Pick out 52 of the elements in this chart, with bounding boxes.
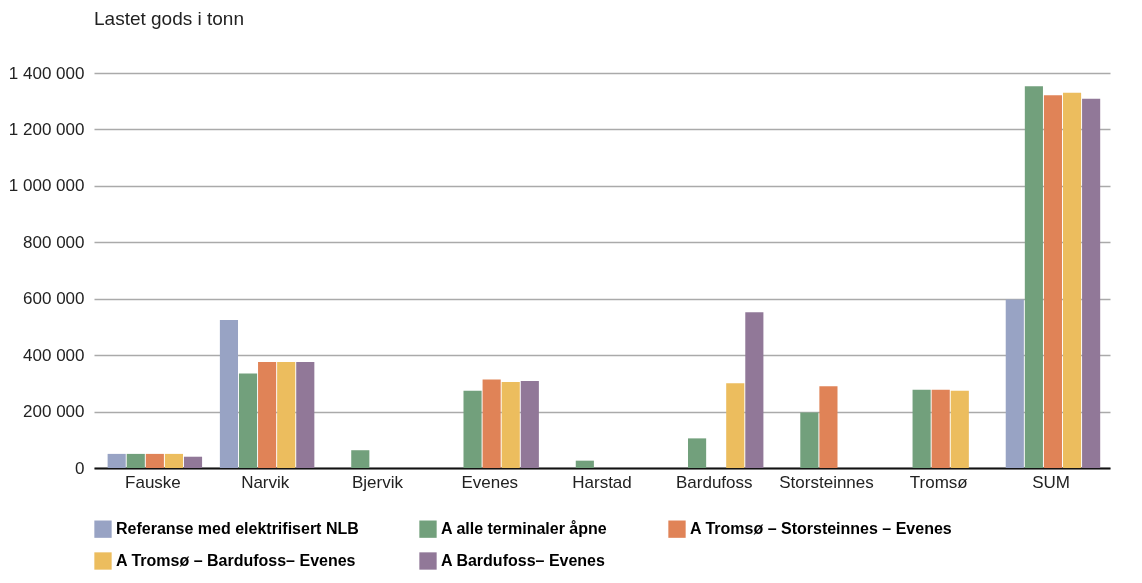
x-tick-label: Evenes (461, 472, 519, 492)
bar (296, 361, 315, 468)
bar (745, 312, 764, 468)
bar (575, 460, 594, 468)
bar (800, 412, 819, 468)
x-tick-label: Harstad (572, 472, 632, 492)
x-tick-label: Narvik (241, 472, 290, 492)
bar (482, 379, 501, 468)
bar (1024, 86, 1043, 468)
y-tick-label: 1 400 000 (8, 63, 85, 83)
x-tick-label: Storsteinnes (779, 472, 874, 492)
bar (277, 361, 296, 468)
legend-label: Referanse med elektrifisert NLB (116, 520, 359, 538)
bar (1082, 98, 1101, 468)
bar (238, 373, 258, 468)
bar (520, 381, 539, 468)
legend-label: A alle terminaler åpne (441, 520, 607, 538)
bar (501, 381, 520, 468)
bar (688, 438, 707, 468)
bar (950, 390, 969, 468)
x-tick-label: Fauske (125, 472, 181, 492)
y-tick-label: 200 000 (23, 402, 85, 422)
y-tick-label: 1 000 000 (8, 176, 85, 196)
chart-title: Lastet gods i tonn (94, 8, 244, 29)
bar (463, 390, 482, 468)
bar (126, 453, 145, 468)
bar (145, 453, 164, 468)
x-tick-label: Bjervik (351, 472, 404, 492)
bar (726, 383, 745, 468)
bar (912, 389, 931, 468)
bar (183, 456, 203, 468)
y-tick-label: 800 000 (23, 232, 85, 252)
y-tick-label: 600 000 (23, 289, 85, 309)
bar (351, 450, 370, 468)
y-tick-label: 1 200 000 (8, 119, 85, 139)
x-tick-label: SUM (1032, 472, 1070, 492)
legend-label: A Tromsø – Bardufoss– Evenes (116, 552, 356, 569)
bar (258, 361, 277, 468)
x-tick-label: Bardufoss (675, 472, 753, 492)
y-tick-label: 0 (75, 458, 85, 478)
bar (219, 319, 239, 468)
legend-label: A Tromsø – Storsteinnes – Evenes (690, 520, 952, 538)
bar (1043, 95, 1063, 468)
bar (107, 453, 126, 468)
bar (164, 453, 183, 468)
x-tick-label: Tromsø (909, 472, 968, 492)
legend-label: A Bardufoss– Evenes (441, 552, 606, 569)
bar (819, 386, 838, 468)
bar (1005, 299, 1024, 468)
bar (1062, 92, 1082, 468)
y-tick-label: 400 000 (23, 345, 85, 365)
bar (931, 389, 950, 468)
